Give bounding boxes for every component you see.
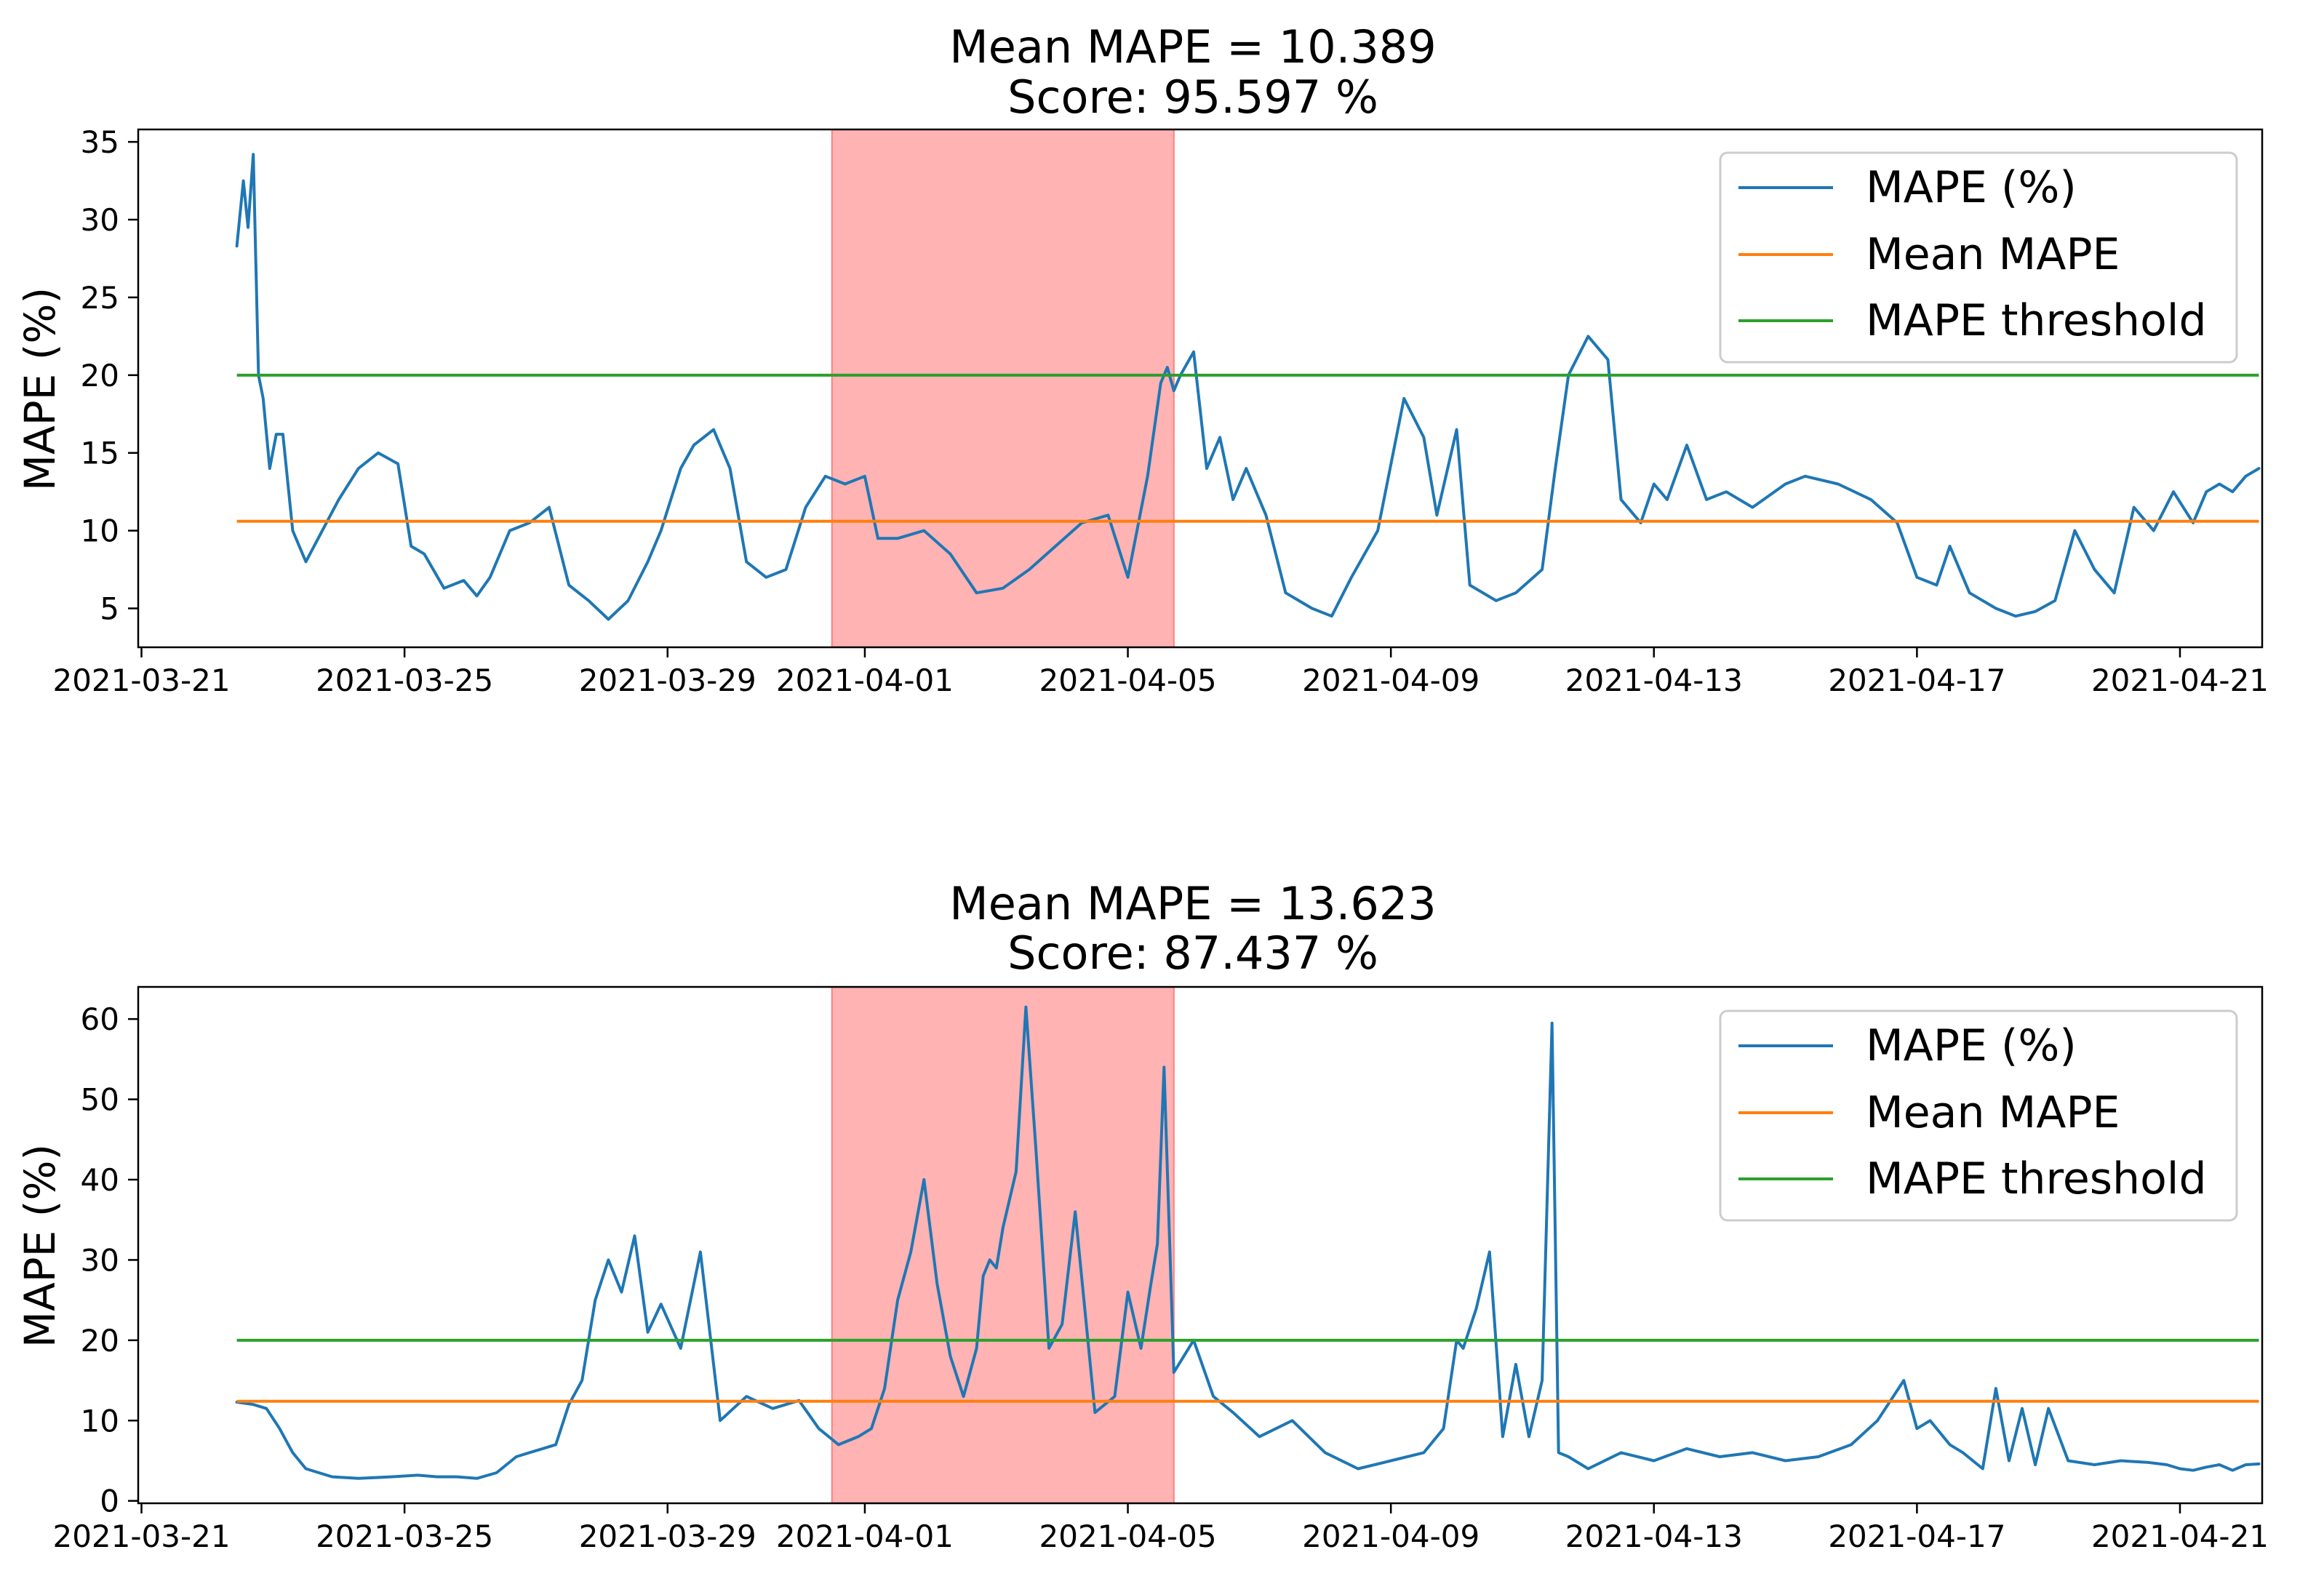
- y-tick-label: 15: [81, 436, 119, 471]
- y-tick-label: 5: [100, 591, 119, 627]
- x-tick-label: 2021-04-01: [776, 1519, 954, 1554]
- legend-top-label-mean: Mean MAPE: [1866, 229, 2120, 280]
- legend-bottom: MAPE (%) Mean MAPE MAPE threshold: [1719, 1009, 2238, 1222]
- chart-bottom-subtitle: Score: 87.437 %: [1007, 927, 1378, 980]
- chart-top: 5 10 15 20 25 30 35 2021-03-21 2021-03-25 2021-03…: [15, 20, 2269, 698]
- x-tick-label: 2021-04-21: [2091, 663, 2269, 698]
- chart-top-title: Mean MAPE = 10.389: [949, 20, 1436, 73]
- y-tick-label: 0: [100, 1484, 119, 1519]
- y-tick-label: 10: [81, 513, 119, 549]
- chart-bottom: 0 10 20 30 40 50 60 2021-03-21 2021-03-25 2021-03…: [15, 877, 2269, 1554]
- x-tick-label: 2021-04-05: [1039, 663, 1217, 698]
- legend-bottom-label-threshold: MAPE threshold: [1866, 1153, 2207, 1204]
- x-tick-label: 2021-04-13: [1565, 1519, 1743, 1554]
- y-tick-label: 10: [81, 1403, 119, 1439]
- chart-bottom-ylabel: MAPE (%): [15, 1144, 65, 1348]
- x-tick-label: 2021-04-17: [1828, 1519, 2005, 1554]
- anomaly-region: [831, 986, 1175, 1504]
- legend-top-label-mape: MAPE (%): [1866, 162, 2077, 213]
- x-tick-label: 2021-04-05: [1039, 1519, 1217, 1554]
- y-tick-label: 30: [81, 1242, 119, 1278]
- y-tick-label: 60: [81, 1001, 119, 1037]
- legend-bottom-label-mape: MAPE (%): [1866, 1020, 2077, 1071]
- x-tick-label: 2021-04-09: [1302, 663, 1480, 698]
- series-mape-line: [235, 1005, 2261, 1480]
- x-tick-label: 2021-03-21: [52, 1519, 230, 1554]
- x-tick-label: 2021-04-01: [776, 663, 954, 698]
- y-tick-label: 35: [81, 124, 119, 160]
- x-tick-label: 2021-03-21: [52, 663, 230, 698]
- x-tick-label: 2021-03-29: [579, 663, 756, 698]
- y-tick-label: 40: [81, 1162, 119, 1198]
- anomaly-region: [831, 129, 1175, 648]
- x-tick-label: 2021-03-25: [316, 663, 493, 698]
- y-tick-label: 30: [81, 202, 119, 238]
- series-mape-line: [235, 153, 2261, 621]
- x-tick-label: 2021-04-13: [1565, 663, 1743, 698]
- x-tick-label: 2021-03-25: [316, 1519, 493, 1554]
- y-tick-label: 20: [81, 1323, 119, 1359]
- legend-top-label-threshold: MAPE threshold: [1866, 295, 2207, 346]
- chart-bottom-title: Mean MAPE = 13.623: [949, 877, 1436, 930]
- legend-top-frame: [1719, 151, 2238, 364]
- x-tick-label: 2021-04-21: [2091, 1519, 2269, 1554]
- y-tick-label: 25: [81, 280, 119, 316]
- axes-frame: [137, 985, 2264, 1505]
- chart-top-ylabel: MAPE (%): [15, 287, 65, 491]
- plot-area-0: 5 10 15 20 25 30 35 2021-03-21 2021-03-25 2021-03…: [52, 124, 2269, 698]
- legend-bottom-frame: [1719, 1009, 2238, 1222]
- y-tick-label: 50: [81, 1082, 119, 1118]
- chart-top-subtitle: Score: 95.597 %: [1007, 71, 1378, 124]
- y-tick-label: 20: [81, 358, 119, 393]
- plot-area-1: 0 10 20 30 40 50 60 2021-03-21 2021-03-25 2021-03…: [52, 985, 2269, 1554]
- x-tick-label: 2021-04-17: [1828, 663, 2005, 698]
- legend-top: MAPE (%) Mean MAPE MAPE threshold: [1719, 151, 2238, 364]
- x-tick-label: 2021-04-09: [1302, 1519, 1480, 1554]
- axes-frame: [137, 128, 2264, 649]
- x-tick-label: 2021-03-29: [579, 1519, 756, 1554]
- legend-bottom-label-mean: Mean MAPE: [1866, 1087, 2120, 1138]
